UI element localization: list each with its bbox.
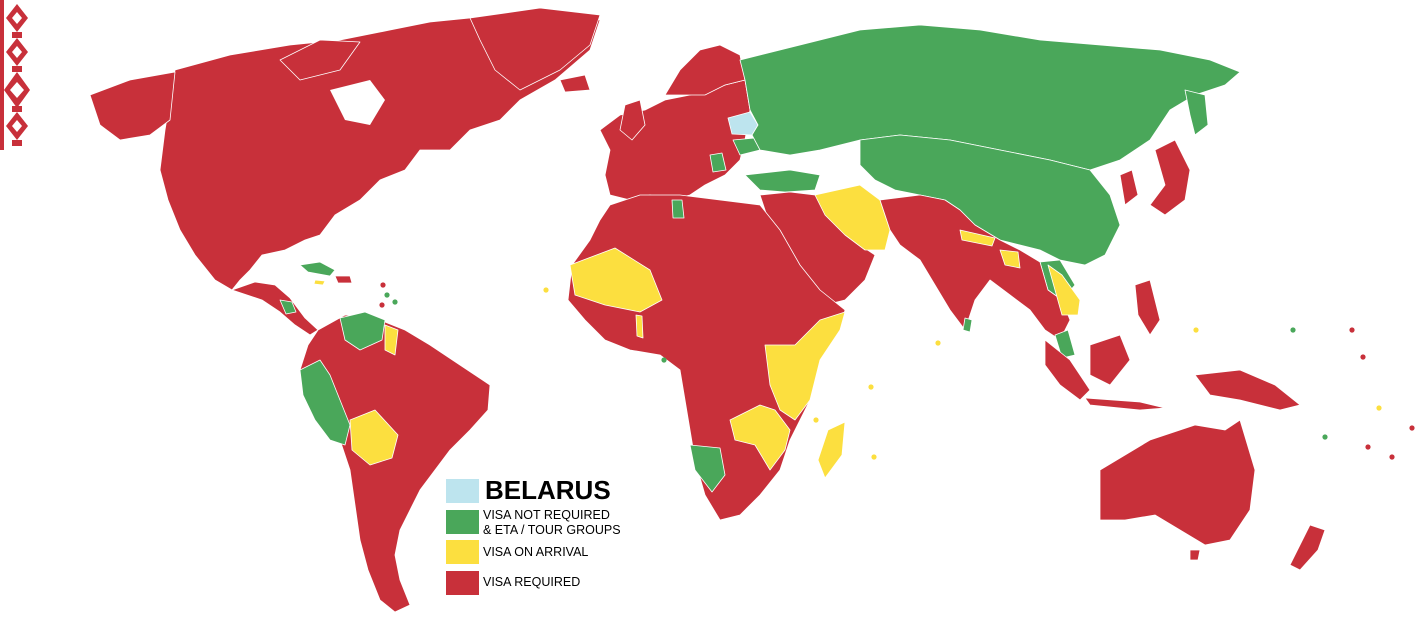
legend-label-visa-required: VISA REQUIRED [483, 575, 581, 589]
region-malaysia [1054, 329, 1076, 359]
legend-swatch-visa-not-required [446, 510, 479, 534]
island-dot [384, 292, 390, 298]
legend-swatch-home [446, 479, 479, 503]
region-java [1084, 397, 1166, 411]
region-philippines [1134, 279, 1161, 336]
region-myanmar [999, 249, 1021, 269]
region-alaska [89, 71, 176, 141]
region-central-asia-china [859, 134, 1121, 266]
island-dot [392, 299, 398, 305]
region-ecuador-peru [299, 359, 351, 446]
island-dot [1360, 354, 1366, 360]
belarus-ornament [0, 0, 34, 150]
region-canadian-islands [279, 39, 361, 81]
region-dominican [313, 279, 326, 286]
region-tasmania [1189, 549, 1201, 561]
region-cuba [299, 261, 336, 277]
island-dot [379, 302, 385, 308]
island-dot [1290, 327, 1296, 333]
legend-swatch-visa-required [446, 571, 479, 595]
region-new-zealand [1289, 524, 1326, 571]
island-dot [871, 454, 877, 460]
region-caucasus [744, 169, 821, 193]
region-east-africa-yellow [764, 311, 846, 421]
region-uk [619, 99, 646, 141]
region-costa-rica-panama [279, 299, 297, 315]
island-dot [1376, 405, 1382, 411]
region-australia [1099, 419, 1256, 546]
region-new-guinea [1194, 369, 1301, 411]
region-greenland [469, 7, 601, 91]
region-sri-lanka [962, 317, 973, 333]
island-dot [1322, 434, 1328, 440]
region-west-africa-yellow [569, 247, 663, 313]
island-dot [1389, 454, 1395, 460]
island-dot [661, 357, 667, 363]
region-algeria-green [671, 199, 685, 219]
island-dot [543, 287, 549, 293]
island-dot [868, 384, 874, 390]
region-europe [599, 79, 751, 201]
region-north-america [159, 11, 601, 291]
island-dot [1349, 327, 1355, 333]
island-dot [380, 282, 386, 288]
region-russia [739, 24, 1241, 171]
region-bolivia [349, 409, 399, 466]
region-ghana [635, 314, 644, 339]
region-venezuela [339, 311, 386, 351]
region-kamchatka [1184, 89, 1209, 136]
region-nepal [959, 229, 996, 247]
region-namibia [689, 444, 726, 493]
region-hudson-bay [330, 80, 385, 125]
region-thailand-cambodia [1047, 264, 1081, 316]
island-dot [813, 417, 819, 423]
legend-label-visa-on-arrival: VISA ON ARRIVAL [483, 545, 589, 559]
region-korea [1119, 169, 1139, 206]
region-central-america [231, 281, 319, 336]
region-iran [814, 184, 891, 251]
island-dot [1193, 327, 1199, 333]
island-dot [1365, 444, 1371, 450]
region-guyana [384, 324, 399, 356]
legend-title: BELARUS [485, 475, 611, 505]
region-iceland [559, 74, 591, 93]
legend-swatch-visa-on-arrival [446, 540, 479, 564]
region-scandinavia [664, 44, 746, 96]
island-dot [935, 340, 941, 346]
region-indonesia [1044, 339, 1091, 401]
region-serbia [709, 152, 727, 173]
legend: BELARUS VISA NOT REQUIRED & ETA / TOUR G… [446, 475, 676, 601]
island-dot [1409, 425, 1415, 431]
region-japan [1149, 139, 1191, 216]
legend-label-visa-not-required: VISA NOT REQUIRED & ETA / TOUR GROUPS [483, 508, 621, 537]
region-borneo [1089, 334, 1131, 386]
region-zambia-malawi [729, 404, 791, 471]
region-madagascar [817, 421, 846, 479]
region-caribbean [334, 275, 353, 284]
region-south-asia [879, 194, 1071, 341]
